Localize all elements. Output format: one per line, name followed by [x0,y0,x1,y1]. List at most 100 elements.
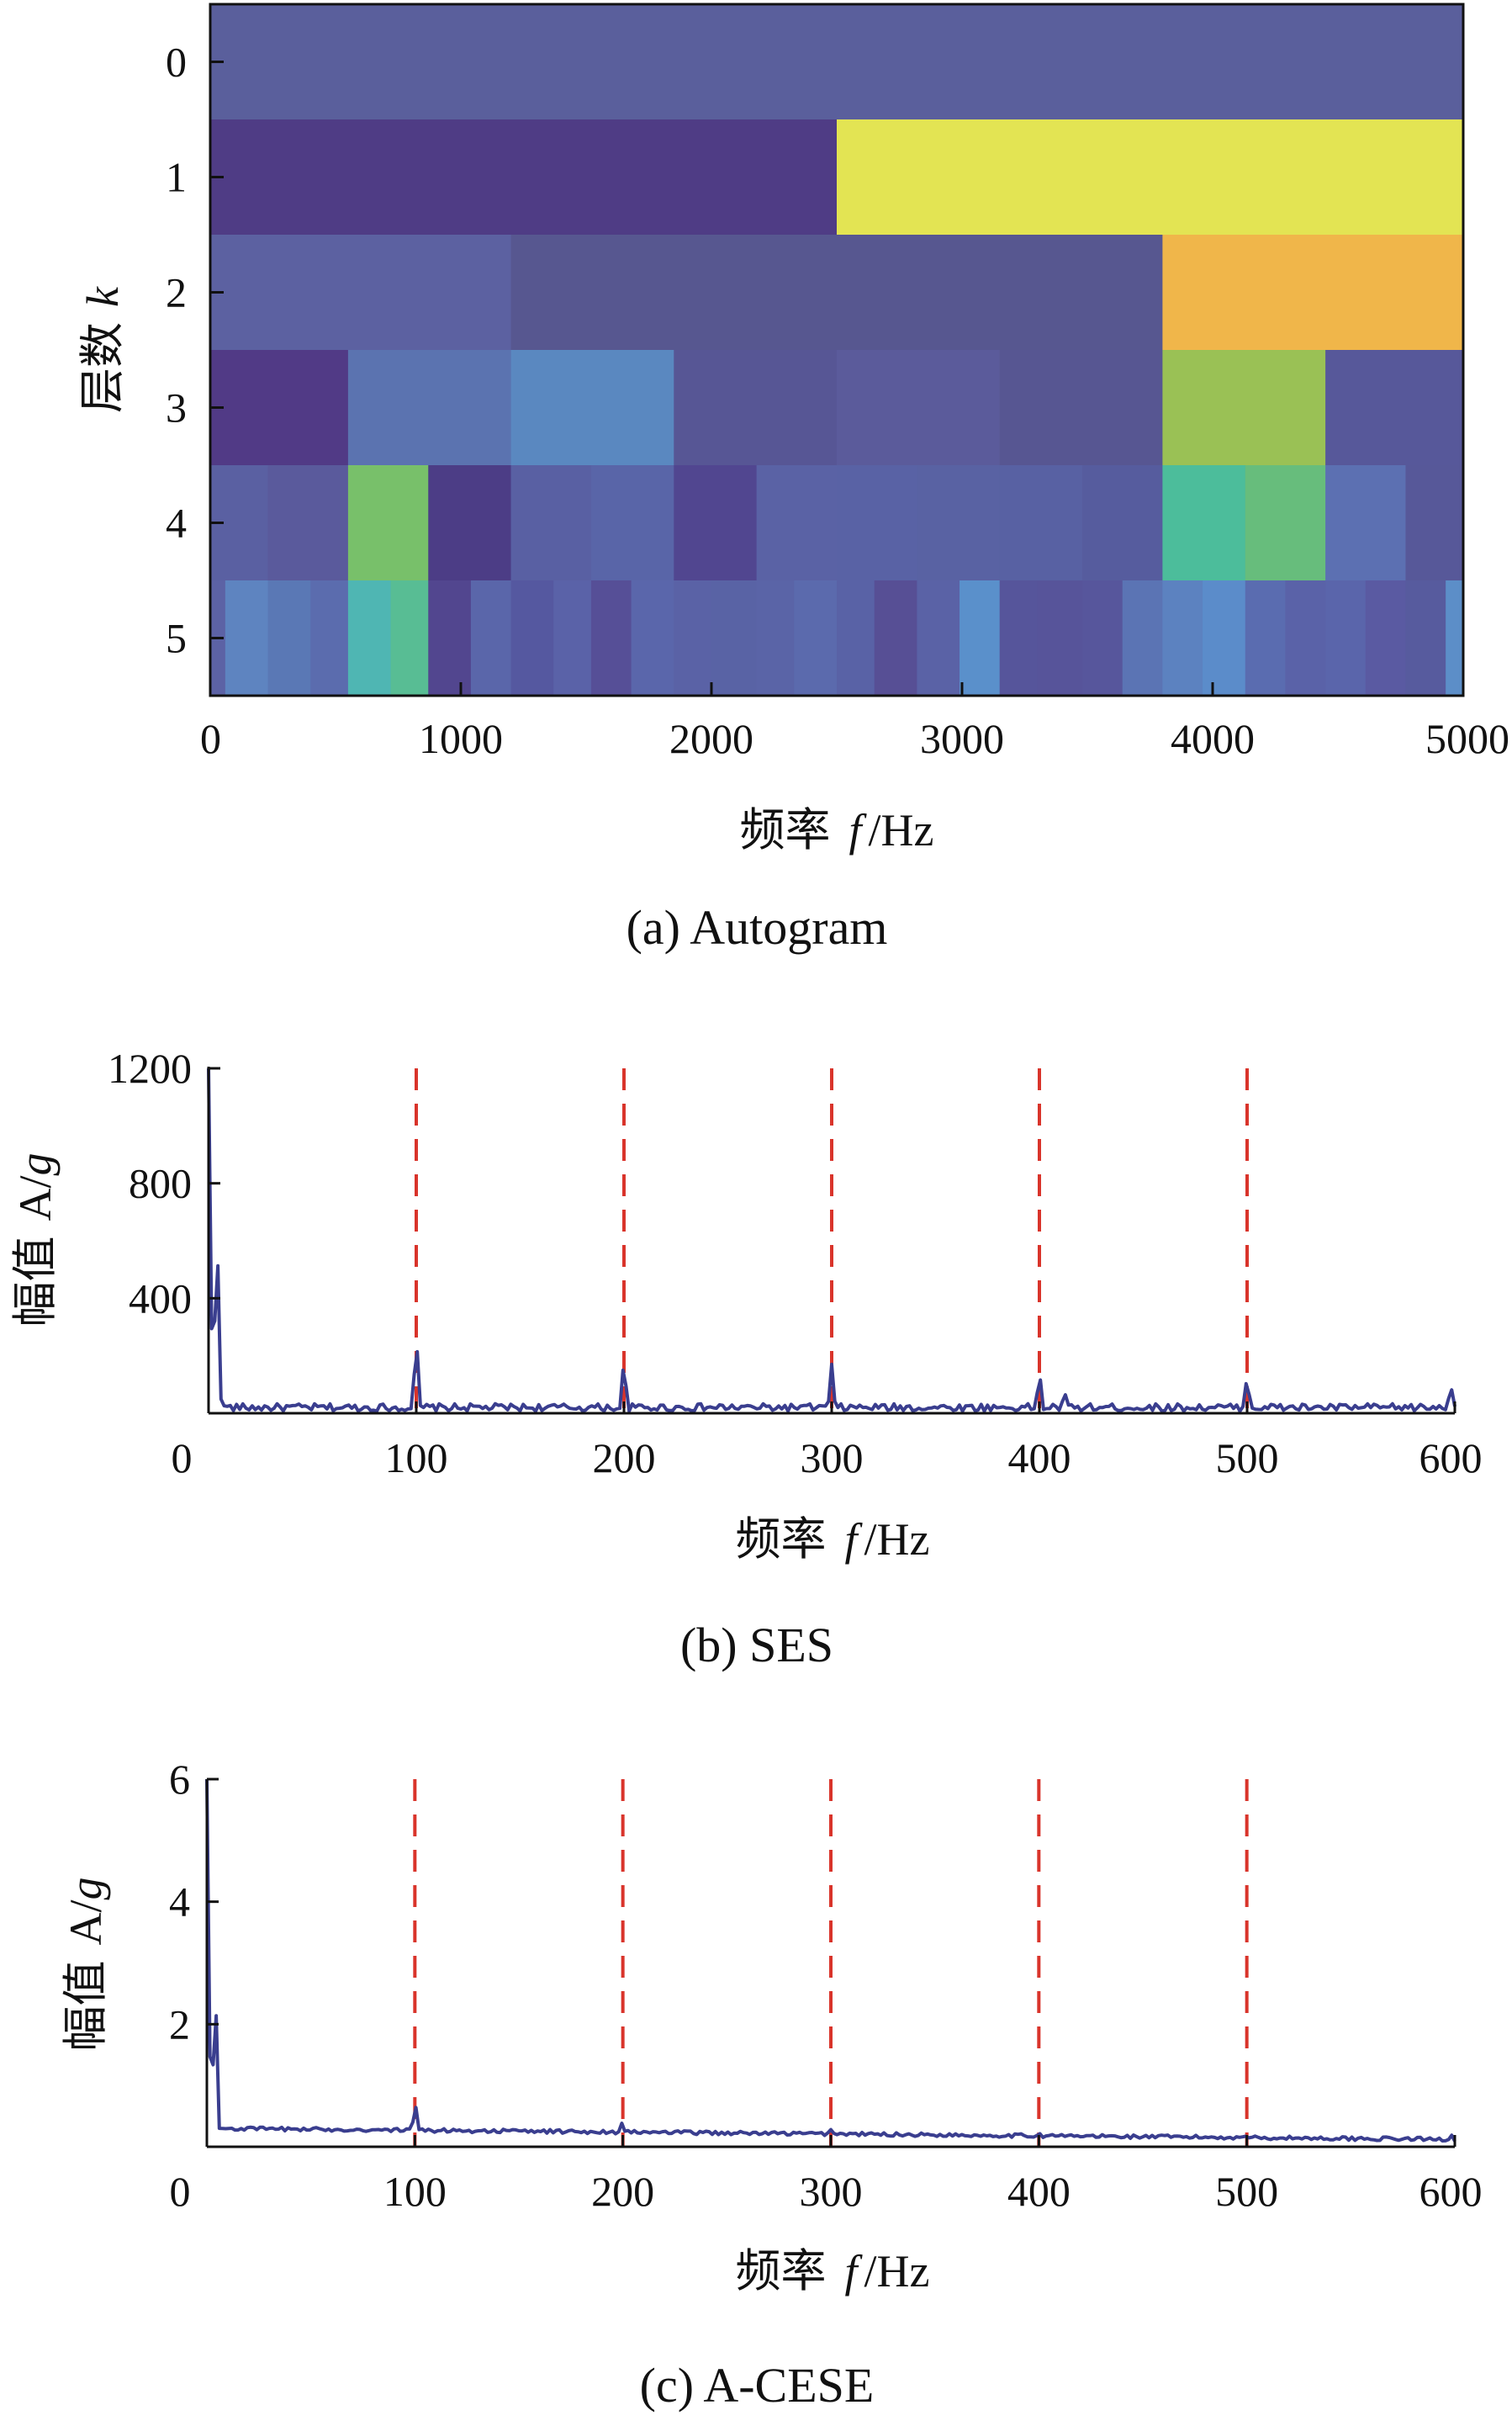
acese-marker-lines [413,1779,1249,2147]
heatmap-cell-k4-3 [428,465,512,581]
heatmap-cell-k4-7 [756,465,838,581]
autogram-ytick-label-5: 5 [166,615,187,662]
heatmap-cell-k4-9 [917,465,1001,581]
heatmap-frame [209,3,1465,697]
ses-marker-lines [415,1068,1249,1413]
heatmap-cell-k3-6 [1162,350,1326,466]
autogram-xlabel: 频率 f/Hz [740,805,934,856]
b-ytick-label-1200: 1200 [108,1045,192,1092]
heatmap-cell-k3-4 [837,350,1001,466]
c-ytick-label-6: 6 [169,1756,190,1803]
b-xtick-label-600: 600 [1419,1434,1483,1481]
heatmap-cell-k4-2 [347,465,429,581]
autogram-caption: (a) Autogram [626,900,888,955]
heatmap-cell-k3-5 [999,350,1163,466]
c-xtick-label-300: 300 [800,2168,863,2215]
c-xtick-label-100: 100 [383,2168,447,2215]
heatmap-cell-k5-21 [1037,580,1083,697]
c-ytick-label-2: 2 [169,2000,190,2048]
heatmap-cell-k5-7 [470,580,512,697]
heatmap-cell-k4-6 [674,465,758,581]
heatmap-cell-k5-19 [960,580,1001,697]
heatmap-cell-k3-2 [510,350,674,466]
heatmap-cell-k5-29 [1365,580,1407,697]
c-xtick-label-600: 600 [1419,2168,1483,2215]
heatmap-cell-k4-13 [1245,465,1326,581]
heatmap-cell-k4-11 [1082,465,1163,581]
heatmap-cell-k5-4 [347,580,392,697]
heatmap-cell-k3-7 [1325,350,1464,466]
heatmap-cell-k2-2 [1162,235,1464,351]
autogram-ytick-label-0: 0 [166,39,187,86]
c-xtick-label-400: 400 [1007,2168,1071,2215]
heatmap-cell-k4-10 [999,465,1083,581]
b-xtick-label-500: 500 [1216,1434,1279,1481]
heatmap-cell-k3-3 [674,350,838,466]
heatmap-cell-k5-17 [874,580,917,697]
heatmap-cell-k5-26 [1245,580,1287,697]
b-xtick-label-0: 0 [172,1434,193,1481]
heatmap-cell-k5-16 [837,580,875,697]
heatmap-cell-k5-14 [756,580,795,697]
heatmap-cell-k5-25 [1203,580,1246,697]
heatmap-cell-k4-15 [1405,465,1464,581]
heatmap-cell-k4-1 [267,465,349,581]
heatmap-cell-k2-1 [510,235,1163,351]
heatmap-cell-k5-8 [510,580,554,697]
autogram-xtick-label-3000: 3000 [920,715,1004,762]
heatmap-cell-k4-5 [590,465,674,581]
ses-xlabel: 频率 f/Hz [736,1514,930,1565]
heatmap-cell-k1-0 [210,119,838,236]
acese-x-ticks: 0 100 200 300 400 500 600 [170,2135,1483,2215]
b-xtick-label-200: 200 [593,1434,656,1481]
heatmap-cell-k4-14 [1325,465,1407,581]
heatmap-cell-k5-11 [631,580,674,697]
heatmap-cell-k5-13 [711,580,758,697]
autogram-xtick-label-4000: 4000 [1171,715,1255,762]
autogram-x-ticks: 0 1000 2000 3000 4000 5000 [200,682,1509,762]
heatmap-cell-k5-12 [674,580,712,697]
acese-xlabel: 频率 f/Hz [736,2246,930,2297]
ses-caption: (b) SES [680,1618,833,1672]
autogram-ytick-label-2: 2 [166,269,187,316]
acese-ylabel: 幅值A/g [61,1878,111,2052]
heatmap-cell-k4-8 [837,465,917,581]
ses-series-line [207,1067,1456,1413]
c-xtick-label-500: 500 [1215,2168,1278,2215]
heatmap-cells [210,4,1464,697]
c-ytick-label-4: 4 [169,1878,190,1926]
b-xtick-label-300: 300 [801,1434,864,1481]
autogram-xtick-label-5000: 5000 [1425,715,1509,762]
heatmap-cell-k5-1 [225,580,269,697]
heatmap-cell-k2-0 [210,235,512,351]
acese-panel: 2 4 6 0 100 200 300 400 500 600 频率 f/Hz 幅值A/g (c)… [61,1756,1483,2413]
heatmap-cell-k5-20 [999,580,1038,697]
heatmap-cell-k5-2 [267,580,311,697]
heatmap-cell-k4-4 [510,465,592,581]
b-ytick-label-800: 800 [129,1160,192,1207]
heatmap-cell-k5-27 [1285,580,1326,697]
heatmap-cell-k5-31 [1446,580,1464,697]
autogram-ylabel: 层数k [77,286,128,413]
acese-caption: (c) A-CESE [640,2358,875,2413]
c-xtick-label-200: 200 [591,2168,654,2215]
ses-x-ticks: 0 100 200 300 400 500 600 [172,1401,1483,1481]
autogram-ytick-label-1: 1 [166,154,187,201]
acese-y-ticks: 2 4 6 [169,1756,219,2048]
heatmap-cell-k5-30 [1405,580,1446,697]
c-xtick-label-0: 0 [170,2168,191,2215]
heatmap-cell-k5-18 [917,580,960,697]
b-ytick-label-400: 400 [129,1274,192,1322]
ses-ylabel: 幅值A/g [10,1153,61,1327]
ses-panel: 400 800 1200 0 100 200 300 400 500 600 频率 f/Hz 幅值… [10,1045,1483,1672]
autogram-xtick-label-0: 0 [200,715,221,762]
b-xtick-label-100: 100 [385,1434,448,1481]
heatmap-cell-k5-9 [553,580,592,697]
heatmap-cell-k5-3 [310,580,349,697]
heatmap-cell-k3-0 [210,350,349,466]
heatmap-cell-k5-24 [1162,580,1203,697]
b-xtick-label-400: 400 [1008,1434,1071,1481]
ses-y-ticks: 400 800 1200 [108,1045,220,1322]
